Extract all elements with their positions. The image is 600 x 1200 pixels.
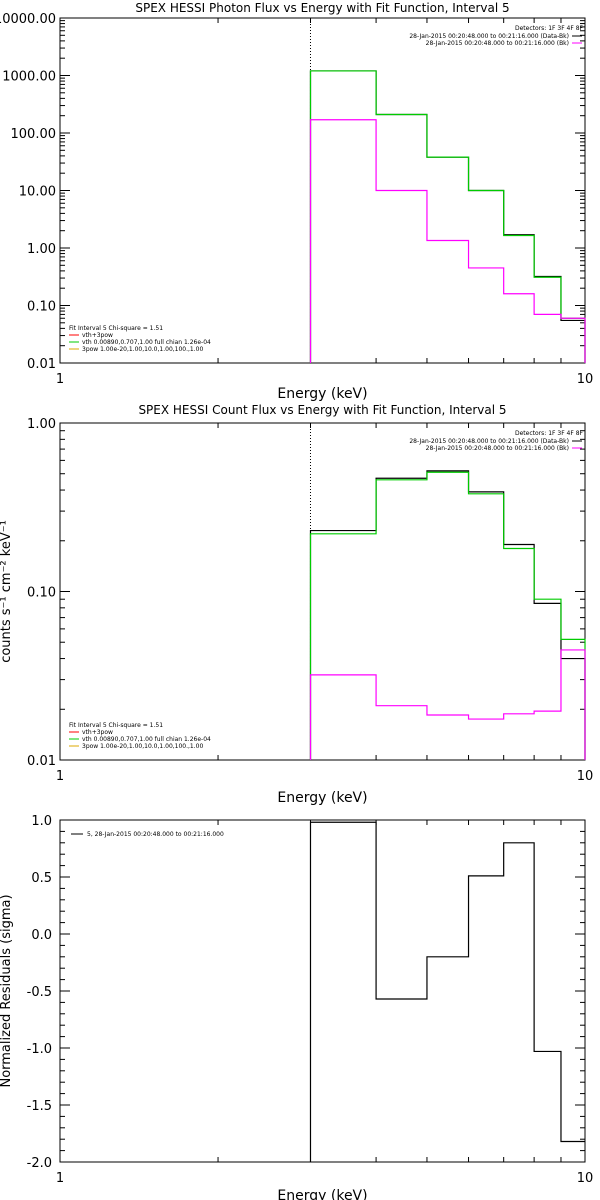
y-tick-label: -1.5 — [27, 1099, 52, 1114]
legend-entry: vth 0.00890,0.707,1.00 full chian 1.26e-… — [82, 339, 211, 346]
chart-title: SPEX HESSI Photon Flux vs Energy with Fi… — [135, 1, 509, 15]
x-tick-label: 10 — [577, 372, 594, 387]
legend-entry: vth 0.00890,0.707,1.00 full chian 1.26e-… — [82, 736, 211, 743]
chart-panel-2: SPEX HESSI Count Flux vs Energy with Fit… — [0, 403, 593, 806]
plot-frame — [59, 819, 586, 1163]
series-step-1 — [309, 821, 585, 1162]
chart-title: SPEX HESSI Count Flux vs Energy with Fit… — [138, 403, 506, 417]
legend-entry: vth+3pow — [82, 332, 113, 339]
legend-entry: 28-Jan-2015 00:20:48.000 to 00:21:16.000… — [426, 40, 569, 47]
y-tick-label: 1.0 — [31, 814, 52, 829]
y-tick-label: 1.00 — [27, 242, 56, 257]
x-tick-label: 10 — [577, 769, 594, 784]
legend-entry: 28-Jan-2015 00:20:48.000 to 00:21:16.000… — [409, 438, 569, 445]
y-tick-label: 0.01 — [27, 754, 56, 769]
legend-entry: 3pow 1.00e-20,1.00,10.0,1.00,100.,1.00 — [82, 743, 203, 750]
legend-detectors: Detectors: 1F 3F 4F 8F — [515, 25, 584, 32]
series-step-1 — [309, 70, 586, 363]
series-step-2 — [309, 70, 586, 363]
chart-panel-1: SPEX HESSI Photon Flux vs Energy with Fi… — [0, 1, 593, 402]
plot-frame — [59, 422, 586, 761]
x-axis-label: Energy (keV) — [277, 386, 367, 402]
x-tick-label: 1 — [56, 1171, 64, 1186]
x-tick-label: 1 — [56, 769, 64, 784]
legend-entry: 28-Jan-2015 00:20:48.000 to 00:21:16.000… — [409, 33, 569, 40]
y-tick-label: -1.0 — [27, 1042, 52, 1057]
series-step-3 — [309, 119, 586, 363]
legend-entry: 3pow 1.00e-20,1.00,10.0,1.00,100.,1.00 — [82, 346, 203, 353]
legend-fit-info: Fit Interval 5 Chi-square = 1.51 — [69, 325, 163, 332]
y-tick-label: 0.0 — [31, 928, 52, 943]
y-tick-label: 10000.00 — [0, 12, 56, 27]
series-step-1 — [309, 470, 586, 760]
y-axis-label: counts s⁻¹ cm⁻² keV⁻¹ — [0, 520, 14, 663]
x-tick-label: 1 — [56, 372, 64, 387]
legend-entry: vth+3pow — [82, 729, 113, 736]
y-tick-label: 100.00 — [11, 127, 57, 142]
plot-frame — [59, 17, 586, 364]
legend-fit-info: Fit Interval 5 Chi-square = 1.51 — [69, 722, 163, 729]
y-tick-label: 0.5 — [31, 871, 52, 886]
series-step-2 — [309, 471, 586, 760]
legend-entry: 5, 28-Jan-2015 00:20:48.000 to 00:21:16.… — [87, 831, 224, 838]
legend-detectors: Detectors: 1F 3F 4F 8F — [515, 430, 584, 437]
y-tick-label: 1.00 — [27, 417, 56, 432]
y-tick-label: 10.00 — [19, 185, 56, 200]
x-axis-label: Energy (keV) — [277, 1188, 367, 1200]
series-step-3 — [309, 649, 586, 760]
y-tick-label: 0.10 — [27, 586, 56, 601]
y-tick-label: 0.10 — [27, 300, 56, 315]
chart-panel-3: 1 10 Energy (keV) -2.0 -1.5 -1.0 -0.5 0.0 0.5 1.0… — [0, 814, 593, 1200]
x-tick-label: 10 — [577, 1171, 594, 1186]
legend-entry: 28-Jan-2015 00:20:48.000 to 00:21:16.000… — [426, 445, 569, 452]
y-axis-label: Normalized Residuals (sigma) — [0, 894, 14, 1087]
y-tick-label: 1000.00 — [2, 70, 56, 85]
y-tick-label: -0.5 — [27, 985, 52, 1000]
y-tick-label: -2.0 — [27, 1156, 52, 1171]
x-axis-label: Energy (keV) — [277, 790, 367, 806]
y-tick-label: 0.01 — [27, 357, 56, 372]
